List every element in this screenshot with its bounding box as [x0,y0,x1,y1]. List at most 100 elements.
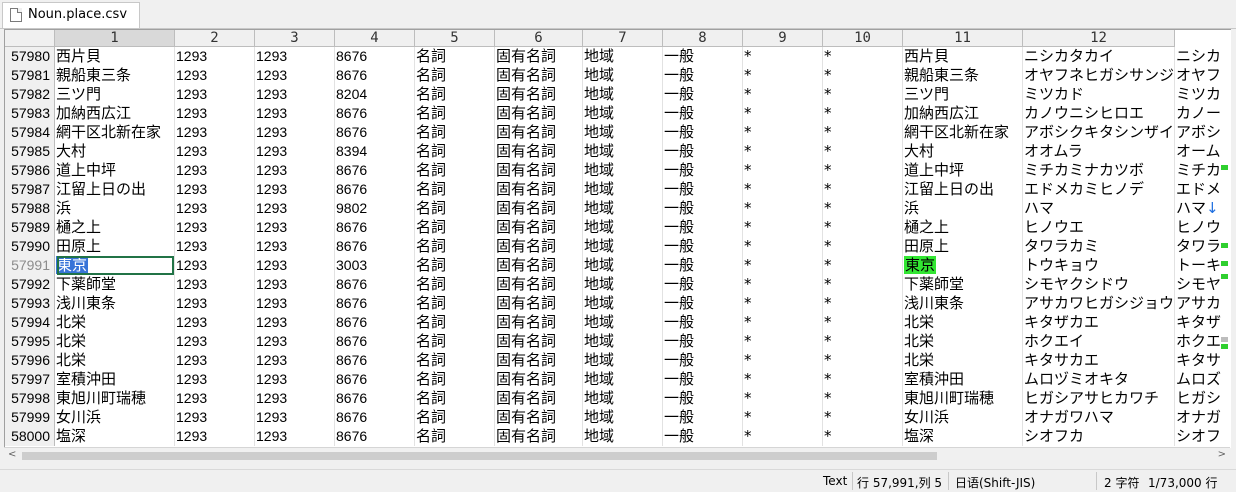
table-cell[interactable]: 地域 [583,142,663,161]
table-cell[interactable]: 名詞 [415,294,495,313]
table-cell[interactable]: カノウニシヒロエ [1023,104,1175,123]
row-number[interactable]: 57984 [5,123,55,142]
table-cell[interactable]: * [823,237,903,256]
table-cell[interactable]: 8676 [335,313,415,332]
table-cell[interactable]: 1293 [255,47,335,66]
table-cell[interactable]: 一般 [663,47,743,66]
table-cell[interactable]: 三ツ門 [55,85,175,104]
table-cell[interactable]: 加納西広江 [55,104,175,123]
table-cell[interactable]: 1293 [175,142,255,161]
table-cell[interactable]: シモヤクシドウ [1023,275,1175,294]
table-cell[interactable]: * [823,199,903,218]
table-cell[interactable]: 一般 [663,142,743,161]
table-cell[interactable]: ミツカド [1023,85,1175,104]
scroll-right-icon[interactable]: > [1217,449,1226,460]
table-cell[interactable]: 8676 [335,351,415,370]
table-cell[interactable]: 名詞 [415,123,495,142]
table-cell[interactable]: 地域 [583,256,663,275]
table-cell[interactable]: 一般 [663,313,743,332]
table-cell[interactable]: 女川浜 [55,408,175,427]
table-cell[interactable]: 1293 [175,237,255,256]
table-cell[interactable]: 東京 [55,256,175,275]
table-cell[interactable]: 1293 [175,313,255,332]
table-cell[interactable]: 1293 [255,142,335,161]
table-cell[interactable]: 1293 [175,104,255,123]
table-cell[interactable]: 1293 [255,408,335,427]
table-cell[interactable]: 西片貝 [55,47,175,66]
table-cell[interactable]: 1293 [255,256,335,275]
table-cell[interactable]: 1293 [255,180,335,199]
row-number[interactable]: 57992 [5,275,55,294]
table-cell[interactable]: * [823,180,903,199]
table-cell[interactable]: 固有名詞 [495,332,583,351]
table-cell[interactable]: 一般 [663,408,743,427]
table-cell[interactable]: 固有名詞 [495,389,583,408]
table-cell[interactable]: 一般 [663,275,743,294]
table-cell[interactable]: 地域 [583,123,663,142]
row-number[interactable]: 57983 [5,104,55,123]
table-cell[interactable]: ミツカ [1175,85,1231,104]
table-cell[interactable]: 網干区北新在家 [55,123,175,142]
table-cell[interactable]: シモヤ [1175,275,1231,294]
table-cell[interactable]: 名詞 [415,47,495,66]
table-cell[interactable]: 一般 [663,332,743,351]
table-cell[interactable]: ムロズ [1175,370,1231,389]
table-cell[interactable]: 一般 [663,370,743,389]
column-header-3[interactable]: 3 [255,30,335,47]
table-cell[interactable]: 名詞 [415,351,495,370]
table-cell[interactable]: 室積沖田 [903,370,1023,389]
table-cell[interactable]: 親船東三条 [55,66,175,85]
table-cell[interactable]: 8676 [335,275,415,294]
table-cell[interactable]: * [743,218,823,237]
table-cell[interactable]: 道上中坪 [55,161,175,180]
table-cell[interactable]: * [823,256,903,275]
table-cell[interactable]: 名詞 [415,256,495,275]
table-cell[interactable]: * [823,294,903,313]
table-cell[interactable]: 8676 [335,370,415,389]
table-cell[interactable]: アサカワヒガシジョウ [1023,294,1175,313]
table-cell[interactable]: オナガワハマ [1023,408,1175,427]
table-cell[interactable]: 1293 [255,237,335,256]
table-cell[interactable]: 1293 [255,313,335,332]
table-cell[interactable]: * [823,351,903,370]
table-cell[interactable]: 東旭川町瑞穂 [903,389,1023,408]
table-cell[interactable]: ホクエ [1175,332,1231,351]
table-cell[interactable]: 8676 [335,66,415,85]
table-cell[interactable]: オーム [1175,142,1231,161]
table-cell[interactable]: * [823,66,903,85]
table-cell[interactable]: 固有名詞 [495,256,583,275]
table-cell[interactable]: * [743,408,823,427]
row-number[interactable]: 57998 [5,389,55,408]
table-cell[interactable]: 9802 [335,199,415,218]
scrollbar-thumb[interactable] [22,452,937,460]
table-cell[interactable]: ミチカミナカツボ [1023,161,1175,180]
table-cell[interactable]: * [823,142,903,161]
column-header-6[interactable]: 6 [495,30,583,47]
table-cell[interactable]: * [743,313,823,332]
table-cell[interactable]: 一般 [663,389,743,408]
table-cell[interactable]: * [743,427,823,446]
table-cell[interactable]: 地域 [583,408,663,427]
table-cell[interactable]: 地域 [583,237,663,256]
status-position[interactable]: 行 57,991,列 5 [857,476,943,490]
table-cell[interactable]: 1293 [255,294,335,313]
table-cell[interactable]: 樋之上 [55,218,175,237]
table-cell[interactable]: 名詞 [415,313,495,332]
table-cell[interactable]: * [743,389,823,408]
table-cell[interactable]: 1293 [255,427,335,446]
column-header-5[interactable]: 5 [415,30,495,47]
table-cell[interactable]: 名詞 [415,275,495,294]
table-cell[interactable]: 浅川東条 [55,294,175,313]
table-cell[interactable]: 名詞 [415,161,495,180]
table-cell[interactable]: * [823,104,903,123]
table-cell[interactable]: 1293 [255,389,335,408]
table-cell[interactable]: * [823,389,903,408]
table-cell[interactable]: 1293 [175,351,255,370]
table-cell[interactable]: 地域 [583,180,663,199]
table-cell[interactable]: 1293 [175,389,255,408]
table-cell[interactable]: 名詞 [415,85,495,104]
column-header-7[interactable]: 7 [583,30,663,47]
grid-corner[interactable] [5,30,55,47]
table-cell[interactable]: 江留上日の出 [55,180,175,199]
table-cell[interactable]: 一般 [663,427,743,446]
